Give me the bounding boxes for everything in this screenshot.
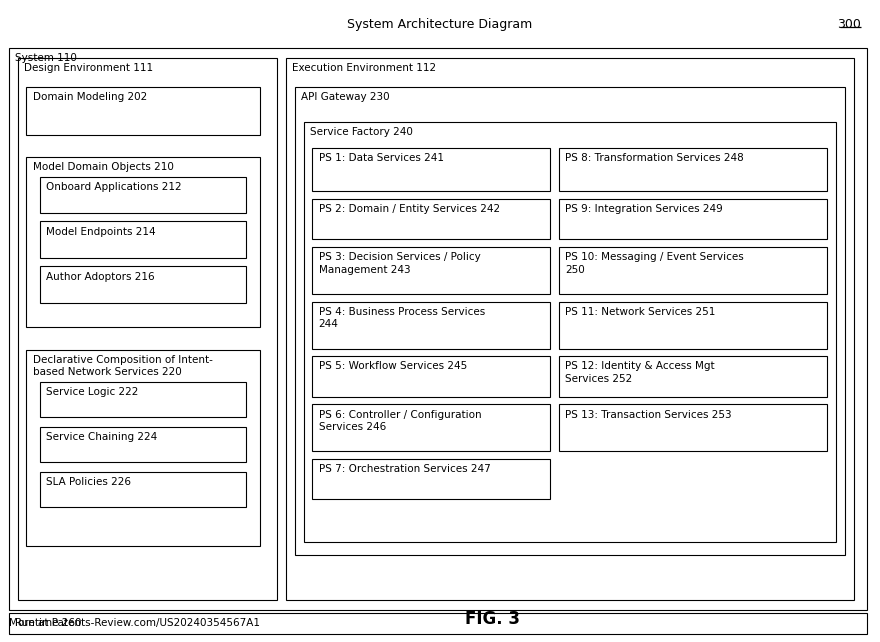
FancyBboxPatch shape bbox=[40, 427, 246, 462]
Text: Model Endpoints 214: Model Endpoints 214 bbox=[46, 227, 156, 237]
FancyBboxPatch shape bbox=[559, 148, 827, 191]
FancyBboxPatch shape bbox=[40, 221, 246, 258]
FancyBboxPatch shape bbox=[286, 58, 854, 600]
FancyBboxPatch shape bbox=[40, 266, 246, 303]
Text: PS 4: Business Process Services
244: PS 4: Business Process Services 244 bbox=[319, 307, 485, 329]
FancyBboxPatch shape bbox=[9, 613, 867, 634]
Text: Service Factory 240: Service Factory 240 bbox=[310, 127, 413, 137]
Text: FIG. 3: FIG. 3 bbox=[466, 610, 520, 628]
FancyBboxPatch shape bbox=[312, 199, 550, 239]
Text: API Gateway 230: API Gateway 230 bbox=[301, 92, 390, 102]
Text: PS 2: Domain / Entity Services 242: PS 2: Domain / Entity Services 242 bbox=[319, 204, 500, 214]
FancyBboxPatch shape bbox=[559, 199, 827, 239]
Text: SLA Policies 226: SLA Policies 226 bbox=[46, 477, 131, 487]
Text: PS 11: Network Services 251: PS 11: Network Services 251 bbox=[565, 307, 715, 317]
Text: Service Logic 222: Service Logic 222 bbox=[46, 387, 138, 397]
FancyBboxPatch shape bbox=[559, 404, 827, 451]
FancyBboxPatch shape bbox=[312, 356, 550, 397]
FancyBboxPatch shape bbox=[312, 247, 550, 294]
Text: PS 13: Transaction Services 253: PS 13: Transaction Services 253 bbox=[565, 410, 731, 420]
FancyBboxPatch shape bbox=[40, 177, 246, 213]
Text: Author Adoptors 216: Author Adoptors 216 bbox=[46, 272, 154, 282]
Text: System Architecture Diagram: System Architecture Diagram bbox=[348, 18, 532, 31]
FancyBboxPatch shape bbox=[295, 87, 845, 555]
Text: System 110: System 110 bbox=[15, 53, 77, 64]
FancyBboxPatch shape bbox=[312, 459, 550, 499]
FancyBboxPatch shape bbox=[26, 87, 260, 135]
Text: PS 6: Controller / Configuration
Services 246: PS 6: Controller / Configuration Service… bbox=[319, 410, 481, 432]
FancyBboxPatch shape bbox=[18, 58, 277, 600]
FancyBboxPatch shape bbox=[559, 302, 827, 349]
FancyBboxPatch shape bbox=[26, 157, 260, 327]
Text: 300: 300 bbox=[837, 18, 861, 31]
Text: PS 7: Orchestration Services 247: PS 7: Orchestration Services 247 bbox=[319, 464, 490, 474]
Text: Service Chaining 224: Service Chaining 224 bbox=[46, 432, 157, 442]
Text: PS 3: Decision Services / Policy
Management 243: PS 3: Decision Services / Policy Managem… bbox=[319, 252, 480, 275]
Text: PS 10: Messaging / Event Services
250: PS 10: Messaging / Event Services 250 bbox=[565, 252, 744, 275]
Text: More at Patents-Review.com/US20240354567A1: More at Patents-Review.com/US20240354567… bbox=[9, 618, 260, 628]
FancyBboxPatch shape bbox=[312, 404, 550, 451]
Text: Runtime 260: Runtime 260 bbox=[15, 618, 82, 629]
Text: PS 1: Data Services 241: PS 1: Data Services 241 bbox=[319, 153, 444, 163]
Text: Design Environment 111: Design Environment 111 bbox=[24, 63, 153, 73]
FancyBboxPatch shape bbox=[40, 472, 246, 507]
FancyBboxPatch shape bbox=[312, 148, 550, 191]
Text: PS 5: Workflow Services 245: PS 5: Workflow Services 245 bbox=[319, 361, 466, 372]
FancyBboxPatch shape bbox=[40, 382, 246, 417]
Text: Execution Environment 112: Execution Environment 112 bbox=[292, 63, 436, 73]
Text: PS 9: Integration Services 249: PS 9: Integration Services 249 bbox=[565, 204, 722, 214]
FancyBboxPatch shape bbox=[559, 247, 827, 294]
FancyBboxPatch shape bbox=[559, 356, 827, 397]
FancyBboxPatch shape bbox=[304, 122, 836, 542]
Text: PS 8: Transformation Services 248: PS 8: Transformation Services 248 bbox=[565, 153, 744, 163]
Text: PS 12: Identity & Access Mgt
Services 252: PS 12: Identity & Access Mgt Services 25… bbox=[565, 361, 715, 384]
FancyBboxPatch shape bbox=[26, 350, 260, 546]
Text: Declarative Composition of Intent-
based Network Services 220: Declarative Composition of Intent- based… bbox=[33, 355, 212, 377]
Text: Onboard Applications 212: Onboard Applications 212 bbox=[46, 182, 181, 192]
FancyBboxPatch shape bbox=[312, 302, 550, 349]
FancyBboxPatch shape bbox=[9, 48, 867, 610]
Text: Model Domain Objects 210: Model Domain Objects 210 bbox=[33, 162, 173, 173]
Text: Domain Modeling 202: Domain Modeling 202 bbox=[33, 92, 147, 102]
